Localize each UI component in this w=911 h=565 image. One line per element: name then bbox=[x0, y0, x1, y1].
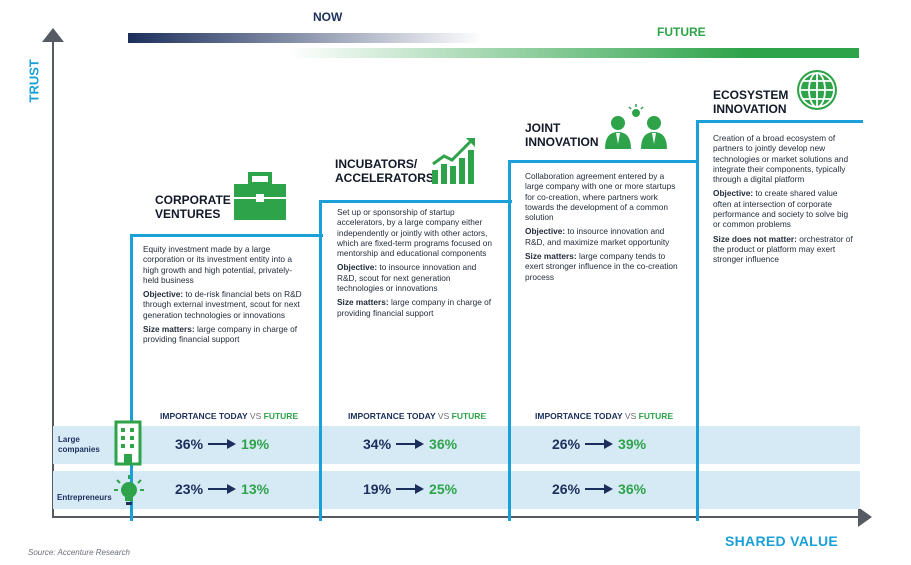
building-icon bbox=[114, 420, 142, 466]
people-idea-icon bbox=[605, 104, 667, 149]
arrow-right-icon bbox=[208, 484, 237, 494]
now-label: NOW bbox=[313, 10, 343, 24]
importance-header-2: IMPORTANCE TODAY VS FUTURE bbox=[348, 411, 487, 421]
stair-step-1 bbox=[130, 234, 323, 521]
x-axis-arrow bbox=[858, 507, 872, 527]
incubators-accelerators-title: INCUBATORS/ACCELERATORS bbox=[335, 157, 434, 185]
incubators-accelerators-description: Set up or sponsorship of startup acceler… bbox=[337, 207, 492, 318]
y-axis-label: TRUST bbox=[26, 59, 42, 103]
joint-innovation-description: Collaboration agreement entered by a lar… bbox=[525, 171, 678, 282]
stair-step-4 bbox=[696, 120, 863, 521]
corporate-ventures-description: Equity investment made by a large corpor… bbox=[143, 244, 302, 345]
ecosystem-innovation-description: Creation of a broad ecosystem of partner… bbox=[713, 133, 853, 265]
importance-header-1: IMPORTANCE TODAY VS FUTURE bbox=[160, 411, 299, 421]
stair-step-2 bbox=[319, 200, 512, 521]
row-label-large: Large companies bbox=[58, 435, 100, 454]
large-companies-pct-3: 26% 39% bbox=[552, 436, 647, 452]
now-gradient-bar bbox=[128, 33, 483, 43]
arrow-right-icon bbox=[396, 439, 425, 449]
row-band-entrepreneurs bbox=[53, 471, 860, 509]
y-axis-arrow bbox=[42, 28, 64, 42]
large-companies-pct-2: 34% 36% bbox=[363, 436, 458, 452]
globe-icon bbox=[797, 70, 837, 110]
briefcase-icon bbox=[234, 172, 286, 220]
row-band-large bbox=[53, 426, 860, 464]
corporate-ventures-title: CORPORATE VENTURES bbox=[155, 193, 231, 221]
growth-chart-icon bbox=[432, 138, 475, 184]
x-axis bbox=[52, 516, 860, 518]
future-gradient-bar bbox=[288, 48, 859, 58]
large-companies-pct-1: 36% 19% bbox=[175, 436, 270, 452]
y-axis bbox=[52, 38, 54, 518]
lightbulb-icon bbox=[114, 475, 144, 505]
x-axis-label: SHARED VALUE bbox=[725, 533, 839, 549]
arrow-right-icon bbox=[585, 484, 614, 494]
arrow-right-icon bbox=[585, 439, 614, 449]
entrepreneurs-pct-2: 19% 25% bbox=[363, 481, 458, 497]
entrepreneurs-pct-1: 23% 13% bbox=[175, 481, 270, 497]
source-note: Source: Accenture Research bbox=[28, 548, 130, 557]
arrow-right-icon bbox=[396, 484, 425, 494]
ecosystem-innovation-title: ECOSYSTEM INNOVATION bbox=[713, 88, 789, 116]
importance-header-3: IMPORTANCE TODAY VS FUTURE bbox=[535, 411, 674, 421]
arrow-right-icon bbox=[208, 439, 237, 449]
future-label: FUTURE bbox=[657, 25, 706, 39]
row-label-entrepreneurs: Entrepreneurs bbox=[57, 493, 112, 502]
stair-step-3 bbox=[508, 160, 699, 521]
entrepreneurs-pct-3: 26% 36% bbox=[552, 481, 647, 497]
joint-innovation-title: JOINT INNOVATION bbox=[525, 121, 599, 149]
